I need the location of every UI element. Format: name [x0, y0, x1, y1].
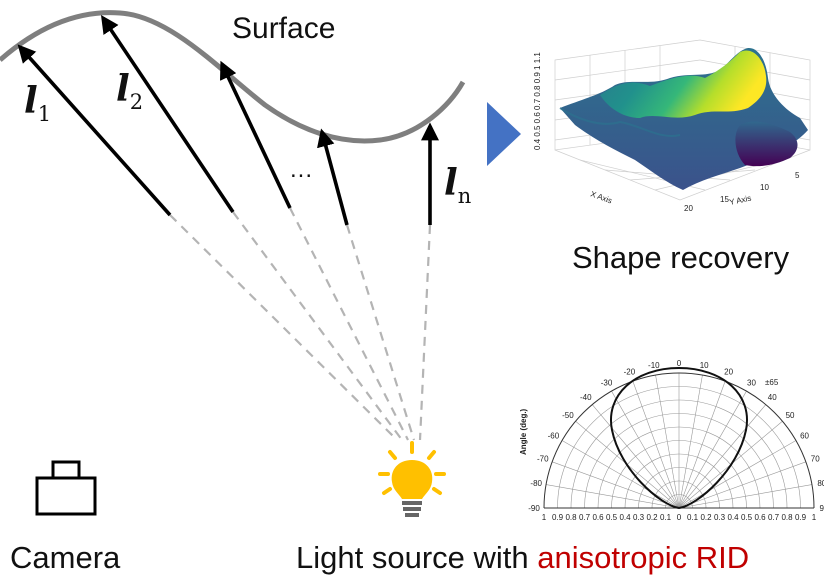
polar-angle-tick: 20: [724, 368, 733, 377]
ray-4: [317, 128, 349, 226]
polar-radius-tick: 0.6: [754, 513, 766, 522]
polar-radius-tick: 0.4: [727, 513, 739, 522]
polar-angle-tick: 50: [786, 411, 795, 420]
polar-angle-tick: -20: [624, 368, 636, 377]
polar-angle-tick: -60: [548, 432, 560, 441]
dashed-light-paths: [169, 207, 432, 441]
polar-radius-tick: 0.8: [565, 513, 577, 522]
light-source-label: Light source with anisotropic RID: [296, 540, 749, 576]
polar-angle-tick: -90: [528, 504, 540, 513]
camera-icon: [35, 460, 97, 516]
polar-spoke: [545, 484, 680, 508]
polar-radius-tick: 0.3: [714, 513, 726, 522]
ray-label-1: l1: [24, 80, 52, 127]
surface-curve: [0, 10, 466, 144]
light-source-prefix: Light source with: [296, 540, 538, 575]
polar-radius-tick: 0.2: [700, 513, 712, 522]
polar-radius-tick: 0.8: [781, 513, 793, 522]
polar-radius-tick: 0.5: [606, 513, 618, 522]
polar-spoke: [591, 404, 680, 508]
polar-spoke: [678, 381, 726, 508]
polar-radius-tick: 0.4: [619, 513, 631, 522]
polar-spoke: [561, 440, 680, 508]
ray-label-2: l2: [116, 68, 144, 115]
polar-radius-tick: 1: [812, 513, 817, 522]
polar-radius-tick: 0.9: [795, 513, 807, 522]
polar-radius-tick: 0.3: [633, 513, 645, 522]
polar-spoke: [678, 461, 806, 508]
surface-label: Surface: [232, 12, 336, 45]
polar-angle-tick: -10: [648, 361, 660, 370]
ellipsis-label: ...: [290, 156, 314, 183]
polar-spoke: [678, 404, 767, 508]
shape-recovery-label: Shape recovery: [572, 240, 790, 275]
polar-angle-label: Angle (deg.): [519, 408, 528, 455]
polar-radius-tick: 1: [542, 513, 547, 522]
polar-spoke: [678, 440, 797, 508]
y-axis-title: Y Axis: [729, 194, 752, 207]
polar-spoke: [611, 390, 680, 508]
y-tick-3: 5: [795, 171, 800, 180]
light-rays: [17, 15, 439, 226]
polar-radius-tick: 0.6: [592, 513, 604, 522]
polar-spoke: [678, 374, 703, 508]
polar-radius-tick: 0.7: [579, 513, 591, 522]
polar-angle-tick: -70: [537, 454, 549, 463]
polar-angle-tick: 60: [800, 432, 809, 441]
anisotropic-rid-text: anisotropic RID: [537, 540, 750, 575]
polar-spoke: [552, 461, 680, 508]
play-arrow-icon: [487, 102, 521, 166]
y-tick-1: 15: [720, 195, 729, 204]
polar-plot: Angle (deg.) ±65 -30 -40 -50 -60 -70 -80 -90 -2…: [519, 359, 824, 522]
polar-radius-tick: 0.1: [660, 513, 672, 522]
polar-radius-tick: 0.9: [552, 513, 564, 522]
camera-label: Camera: [10, 540, 121, 575]
x-axis-title: X Axis: [589, 189, 613, 205]
polar-angle-tick: 30: [747, 378, 756, 387]
ray-label-n: ln: [444, 162, 472, 209]
polar-radius-tick: 0.5: [741, 513, 753, 522]
polar-angle-tick: 90: [820, 504, 824, 513]
polar-angle-tick: 70: [811, 454, 820, 463]
z-axis-ticks: 0.4 0.5 0.6 0.7 0.8 0.9 1 1.1: [533, 52, 542, 150]
polar-radius-tick: 0.1: [687, 513, 699, 522]
y-tick-0: 20: [684, 204, 693, 213]
lightbulb-icon: [378, 441, 446, 517]
polar-radius-tick: 0: [677, 513, 682, 522]
surface-plot: 0.4 0.5 0.6 0.7 0.8 0.9 1 1.1 X Axis Y A…: [533, 39, 811, 213]
polar-side-note: ±65: [765, 378, 779, 387]
polar-angle-tick: -40: [580, 393, 592, 402]
polar-angle-tick: 0: [677, 359, 682, 368]
ray-3: [220, 60, 292, 209]
ray-2: [100, 15, 235, 214]
y-tick-2: 10: [760, 183, 769, 192]
polar-angle-tick: 80: [817, 479, 824, 488]
polar-spoke: [678, 390, 747, 508]
ray-1: [17, 44, 172, 217]
polar-spoke: [655, 374, 680, 508]
polar-spoke: [632, 381, 680, 508]
polar-spoke: [678, 484, 813, 508]
polar-angle-tick: 10: [700, 361, 709, 370]
polar-radius-tick: 0.2: [646, 513, 658, 522]
polar-radius-tick: 0.7: [768, 513, 780, 522]
polar-angle-tick: -30: [601, 378, 613, 387]
polar-angle-tick: -50: [562, 411, 574, 420]
polar-angle-tick: 40: [768, 393, 777, 402]
polar-angle-tick: -80: [530, 479, 542, 488]
